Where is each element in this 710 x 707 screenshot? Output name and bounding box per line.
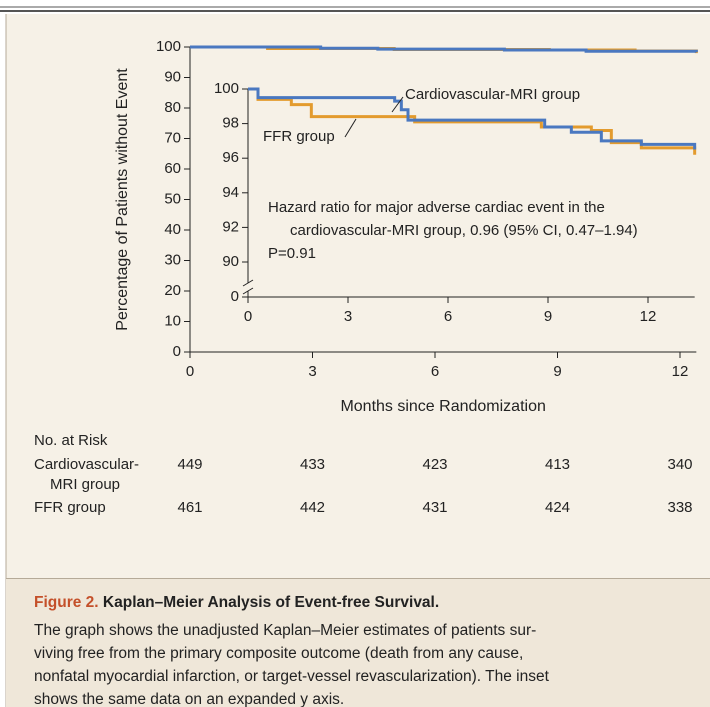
y-tick-label: 30 bbox=[164, 251, 181, 268]
risk-value: 433 bbox=[300, 456, 325, 473]
x-tick-label: 0 bbox=[186, 363, 194, 380]
y-tick-label: 0 bbox=[173, 343, 181, 360]
panel-background bbox=[6, 14, 710, 578]
risk-value: 442 bbox=[300, 499, 325, 516]
caption-line: shows the same data on an expanded y axi… bbox=[34, 691, 345, 707]
axis-break bbox=[242, 287, 254, 295]
risk-value: 413 bbox=[545, 456, 570, 473]
risk-value: 338 bbox=[667, 499, 692, 516]
risk-row-label: Cardiovascular- bbox=[34, 456, 139, 473]
x-tick-label: 0 bbox=[244, 308, 252, 325]
y-tick-label: 92 bbox=[222, 218, 239, 235]
y-axis-label: Percentage of Patients without Event bbox=[114, 68, 131, 331]
y-tick-label: 90 bbox=[164, 68, 181, 85]
series-label: FFR group bbox=[263, 128, 335, 145]
y-tick-label: 100 bbox=[214, 80, 239, 97]
x-tick-label: 9 bbox=[544, 308, 552, 325]
risk-value: 424 bbox=[545, 499, 570, 516]
x-tick-label: 12 bbox=[640, 308, 657, 325]
risk-row-label: FFR group bbox=[34, 499, 106, 516]
x-axis-label: Months since Randomization bbox=[340, 398, 545, 415]
y-tick-label: 96 bbox=[222, 149, 239, 166]
risk-value: 340 bbox=[667, 456, 692, 473]
survival-curve bbox=[248, 87, 697, 150]
y-tick-label: 70 bbox=[164, 129, 181, 146]
y-tick-label: 60 bbox=[164, 160, 181, 177]
risk-table-title: No. at Risk bbox=[34, 432, 108, 449]
caption-heading: Figure 2. Kaplan–Meier Analysis of Event… bbox=[34, 591, 710, 614]
y-tick-label: 100 bbox=[156, 38, 181, 55]
y-tick-label: 0 bbox=[231, 288, 239, 305]
annotation: cardiovascular-MRI group, 0.96 (95% CI, … bbox=[290, 222, 638, 239]
risk-row-label: MRI group bbox=[50, 476, 120, 493]
series-label: Cardiovascular-MRI group bbox=[405, 86, 580, 103]
x-tick-label: 12 bbox=[672, 363, 689, 380]
leader-line bbox=[344, 118, 357, 138]
risk-value: 423 bbox=[422, 456, 447, 473]
annotation: Hazard ratio for major adverse cardiac e… bbox=[268, 199, 605, 216]
x-tick-label: 6 bbox=[444, 308, 452, 325]
y-tick-label: 20 bbox=[164, 282, 181, 299]
caption-line: nonfatal myocardial infarction, or targe… bbox=[34, 668, 549, 685]
survival-curve bbox=[248, 87, 697, 155]
x-tick-label: 6 bbox=[431, 363, 439, 380]
risk-value: 431 bbox=[422, 499, 447, 516]
caption-text: The graph shows the unadjusted Kaplan–Me… bbox=[34, 619, 710, 707]
y-tick-label: 80 bbox=[164, 99, 181, 116]
risk-value: 461 bbox=[177, 499, 202, 516]
y-tick-label: 94 bbox=[222, 184, 239, 201]
caption-line: The graph shows the unadjusted Kaplan–Me… bbox=[34, 622, 537, 639]
survival-curve bbox=[190, 45, 698, 53]
caption-title: Kaplan–Meier Analysis of Event-free Surv… bbox=[102, 594, 440, 611]
risk-value: 449 bbox=[177, 456, 202, 473]
annotation: P=0.91 bbox=[268, 245, 316, 262]
caption-label: Figure 2. bbox=[34, 594, 99, 611]
x-tick-label: 3 bbox=[344, 308, 352, 325]
y-tick-label: 40 bbox=[164, 221, 181, 238]
leader-line bbox=[391, 96, 404, 113]
y-tick-label: 98 bbox=[222, 115, 239, 132]
y-tick-label: 90 bbox=[222, 253, 239, 270]
x-tick-label: 3 bbox=[308, 363, 316, 380]
caption: Figure 2. Kaplan–Meier Analysis of Event… bbox=[6, 578, 710, 707]
axis-break bbox=[242, 279, 254, 287]
y-tick-label: 50 bbox=[164, 190, 181, 207]
y-tick-label: 10 bbox=[164, 312, 181, 329]
x-tick-label: 9 bbox=[553, 363, 561, 380]
caption-line: viving free from the primary composite o… bbox=[34, 645, 524, 662]
